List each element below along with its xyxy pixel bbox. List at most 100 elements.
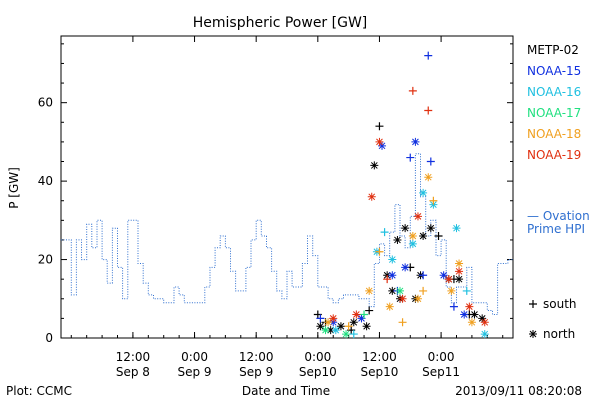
south-point (419, 271, 428, 280)
x-tick-label-time: 12:00 (362, 350, 397, 364)
north-point (362, 322, 371, 331)
north-point (388, 271, 397, 280)
north-point (378, 141, 387, 150)
footer-timestamp: 2013/09/11 08:20:08 (455, 384, 582, 398)
south-point (434, 232, 443, 241)
north-point (367, 192, 376, 201)
series-noaa-17 (321, 286, 404, 339)
legend-entry-noaa-19: NOAA-19 (527, 148, 581, 162)
x-tick-label-time: 12:00 (116, 350, 151, 364)
north-point (480, 330, 489, 339)
south-point (398, 318, 407, 327)
north-point (426, 224, 435, 233)
x-tick-label-date: Sep 8 (116, 365, 150, 379)
north-point (413, 294, 422, 303)
south-marker-symbol (529, 300, 537, 308)
x-tick-label-date: Sep11 (422, 365, 460, 379)
north-point (455, 275, 464, 284)
north-point (385, 302, 394, 311)
legend-entry-noaa-16: NOAA-16 (527, 85, 581, 99)
south-point (375, 247, 384, 256)
north-point (460, 310, 469, 319)
north-point (452, 224, 461, 233)
south-point (426, 157, 435, 166)
south-point (419, 286, 428, 295)
y-axis-label: P [GW] (7, 167, 21, 209)
north-point (444, 275, 453, 284)
series-noaa-15 (316, 51, 469, 327)
north-point (370, 161, 379, 170)
north-point (401, 263, 410, 272)
north-point (398, 294, 407, 303)
y-tick-label: 0 (45, 331, 53, 345)
y-axis: 0 20 40 60 (38, 43, 513, 345)
south-point (365, 306, 374, 315)
x-tick-label-time: 0:00 (428, 350, 455, 364)
y-tick-label: 20 (38, 253, 53, 267)
legend-entry-metp-02: METP-02 (527, 43, 579, 57)
north-point (465, 302, 474, 311)
south-point (375, 122, 384, 131)
y-tick-label: 60 (38, 96, 53, 110)
north-point (411, 137, 420, 146)
north-point (470, 310, 479, 319)
plot-frame (60, 35, 514, 339)
series-noaa-18 (324, 173, 476, 331)
ovation-hpi-polyline (61, 153, 513, 315)
south-point (408, 86, 417, 95)
north-point (326, 326, 335, 335)
north-point (357, 314, 366, 323)
north-point (388, 286, 397, 295)
ovation-legend-line2: Prime HPI (527, 222, 585, 236)
data-points (313, 51, 489, 339)
series-noaa-19 (329, 86, 489, 327)
north-point (316, 322, 325, 331)
marker-legend-south: south (543, 297, 577, 311)
south-point (383, 275, 392, 284)
north-point (408, 232, 417, 241)
north-marker-symbol (529, 330, 537, 338)
north-point (455, 267, 464, 276)
north-point (419, 188, 428, 197)
x-tick-label-time: 0:00 (304, 350, 331, 364)
north-point (478, 314, 487, 323)
north-point (455, 259, 464, 268)
x-tick-label-date: Sep10 (361, 365, 399, 379)
north-point (329, 314, 338, 323)
north-point (336, 322, 345, 331)
south-point (380, 228, 389, 237)
x-tick-label-time: 12:00 (239, 350, 274, 364)
north-point (324, 318, 333, 327)
chart-title: Hemispheric Power [GW] (193, 15, 368, 31)
north-point (342, 330, 351, 339)
north-point (331, 326, 340, 335)
south-point (349, 330, 358, 339)
north-point (439, 271, 448, 280)
x-tick-label-date: Sep10 (299, 365, 337, 379)
north-point (413, 212, 422, 221)
north-point (352, 310, 361, 319)
south-point (424, 51, 433, 60)
south-point (429, 196, 438, 205)
north-point (321, 326, 330, 335)
north-point (375, 137, 384, 146)
legend-entry-noaa-17: NOAA-17 (527, 106, 581, 120)
north-point (419, 232, 428, 241)
ovation-hpi-line (61, 153, 513, 315)
north-point (349, 318, 358, 327)
ovation-legend-line1: — Ovation (527, 209, 590, 223)
footer-plot-credit: Plot: CCMC (6, 384, 72, 398)
north-point (447, 286, 456, 295)
south-point (424, 106, 433, 115)
x-tick-label-date: Sep 9 (178, 365, 212, 379)
y-tick-label: 40 (38, 174, 53, 188)
x-axis-label: Date and Time (242, 384, 330, 398)
marker-legend: south north (529, 297, 577, 341)
north-point (467, 318, 476, 327)
legend-entry-noaa-15: NOAA-15 (527, 64, 581, 78)
south-point (316, 314, 325, 323)
north-point (401, 224, 410, 233)
north-point (408, 239, 417, 248)
